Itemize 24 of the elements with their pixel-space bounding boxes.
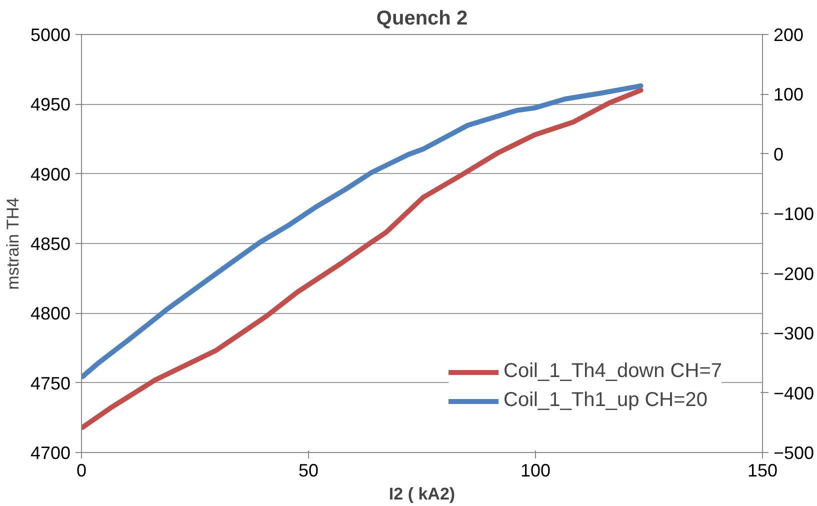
y-axis-title: mstrain TH4	[3, 198, 22, 290]
y2-tick-label: −500	[774, 443, 814, 463]
y2-tick-label: −300	[774, 324, 814, 344]
y2-tick-label: −100	[774, 204, 814, 224]
y-tick-label: 5000	[30, 25, 71, 45]
y-tick-label: 4800	[30, 304, 71, 324]
y-tick-label: 4700	[30, 443, 71, 463]
x-tick-label: 100	[520, 460, 551, 480]
x-tick-label: 150	[747, 460, 778, 480]
x-tick-label: 50	[298, 460, 319, 480]
y2-tick-label: −200	[774, 264, 814, 284]
x-tick-label: 0	[76, 460, 87, 480]
y-tick-label: 4850	[30, 234, 71, 254]
y2-tick-label: −400	[774, 383, 814, 404]
y2-tick-label: 100	[774, 84, 804, 105]
legend-label: Coil_1_Th4_down CH=7	[504, 360, 722, 383]
chart-title: Quench 2	[376, 8, 468, 30]
y2-tick-label: 0	[774, 144, 784, 164]
x-axis-title: I2 ( kA2)	[388, 484, 456, 504]
y-tick-label: 4750	[30, 373, 71, 394]
legend-label: Coil_1_Th1_up CH=20	[504, 389, 708, 412]
y-tick-label: 4950	[30, 94, 71, 115]
y2-tick-label: 200	[774, 25, 804, 45]
y-tick-label: 4900	[30, 164, 71, 184]
